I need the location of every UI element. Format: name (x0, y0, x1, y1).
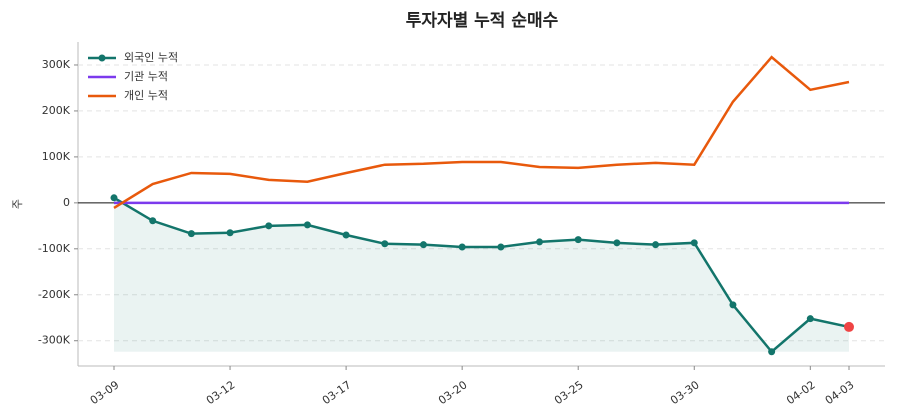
point (613, 239, 621, 247)
y-tick-label: 300K (42, 58, 71, 71)
legend-marker (98, 54, 106, 62)
y-tick-label: 0 (63, 196, 70, 209)
x-tick-label: 03-20 (436, 378, 470, 407)
point (574, 236, 582, 244)
point (381, 240, 389, 248)
point (806, 315, 814, 323)
point (226, 229, 234, 237)
point (458, 243, 466, 251)
point (419, 241, 427, 249)
point (187, 230, 195, 238)
x-tick-label: 03-30 (668, 378, 702, 407)
point (768, 348, 776, 356)
point (652, 241, 660, 249)
y-tick-label: -100K (38, 242, 71, 255)
y-axis-label: 주 (11, 199, 24, 209)
series-line (113, 196, 850, 354)
y-tick-label: -200K (38, 288, 71, 301)
legend-label: 기관 누적 (124, 70, 168, 83)
point (844, 321, 854, 332)
y-tick-label: 100K (42, 150, 71, 163)
legend-label: 외국인 누적 (124, 51, 178, 64)
point (265, 222, 273, 230)
chart-title: 투자자별 누적 순매수 (406, 11, 559, 31)
point (110, 194, 118, 202)
y-tick-label: 200K (42, 104, 71, 117)
series-line (113, 55, 850, 209)
point (342, 231, 350, 239)
point (149, 217, 157, 225)
legend-label: 개인 누적 (124, 89, 168, 102)
x-tick-label: 04-02 (784, 378, 818, 407)
x-tick-label: 03-09 (88, 378, 122, 407)
point (690, 239, 698, 247)
point (729, 301, 737, 309)
x-tick-label: 03-17 (320, 378, 354, 407)
point (536, 238, 544, 246)
point (497, 243, 505, 251)
x-tick-label: 03-12 (204, 378, 238, 407)
point (303, 221, 311, 229)
x-tick-label: 03-25 (552, 378, 586, 407)
area-fill (114, 197, 849, 352)
y-tick-label: -300K (38, 334, 71, 347)
x-tick-label: 04-03 (823, 378, 857, 407)
